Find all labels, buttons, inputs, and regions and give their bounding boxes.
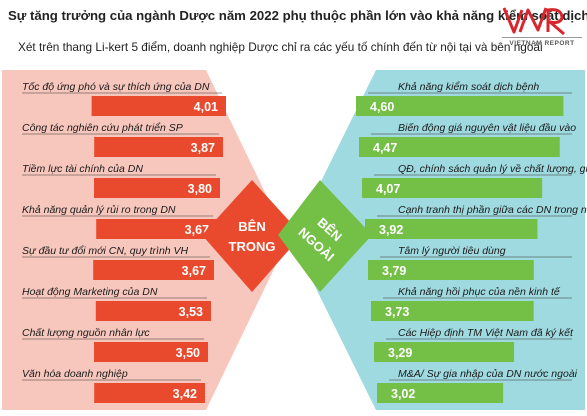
external-factor-label: Các Hiệp định TM Việt Nam đã ký kết (398, 327, 574, 339)
internal-factor-bar (94, 178, 220, 198)
external-factor-value: 3,79 (382, 264, 406, 278)
external-factor-bar (374, 342, 515, 362)
external-factor-bar (362, 178, 543, 198)
internal-factor-value: 3,67 (182, 264, 206, 278)
vietnam-report-logo: VIETNAM REPORT (502, 7, 582, 47)
external-factor-value: 4,60 (370, 100, 394, 114)
external-factor-bar (356, 96, 564, 116)
external-factor-bar (371, 301, 534, 321)
external-factor-value: 3,73 (385, 305, 409, 319)
svg-text:VIETNAM REPORT: VIETNAM REPORT (509, 40, 574, 47)
internal-factor-label: Tốc độ ứng phó và sự thích ứng của DN (22, 81, 210, 93)
external-factor-label: Khả năng kiểm soát dịch bệnh (398, 81, 539, 93)
page-title: Sự tăng trưởng của ngành Dược năm 2022 p… (8, 8, 587, 23)
internal-factor-bar (91, 96, 226, 116)
internal-factor-value: 3,87 (191, 141, 215, 155)
internal-factor-bar (93, 260, 214, 280)
internal-factor-bar (95, 301, 211, 321)
internal-center-label-line1: BÊN (238, 219, 265, 234)
internal-factor-bar (94, 137, 223, 157)
internal-factor-value: 3,50 (176, 346, 200, 360)
internal-factor-label: Chất lượng nguồn nhân lực (22, 327, 150, 339)
page-subtitle: Xét trên thang Li-kert 5 điểm, doanh ngh… (18, 40, 543, 54)
internal-factor-label: Sự đầu tư đổi mới CN, quy trình VH (22, 245, 189, 257)
external-factor-value: 3,29 (388, 346, 412, 360)
internal-center-label-line2: TRONG (229, 239, 276, 254)
internal-factor-value: 4,01 (194, 100, 218, 114)
external-factor-label: Cạnh tranh thị phần giữa các DN trong nư… (398, 204, 587, 216)
external-factor-bar (359, 137, 560, 157)
external-factor-label: Khả năng hồi phục của nền kinh tế (398, 286, 561, 298)
external-factor-value: 3,92 (379, 223, 403, 237)
internal-factor-label: Hoạt động Marketing của DN (22, 286, 158, 298)
external-factor-label: Tâm lý người tiêu dùng (398, 245, 506, 257)
internal-factor-label: Công tác nghiên cứu phát triển SP (22, 122, 183, 134)
external-factor-value: 3,02 (391, 387, 415, 401)
internal-factor-label: Văn hóa doanh nghiệp (22, 368, 128, 380)
internal-factor-value: 3,53 (179, 305, 203, 319)
external-factor-bar (365, 219, 538, 239)
internal-factor-bar (94, 342, 208, 362)
external-factor-bar (368, 260, 534, 280)
internal-factor-value: 3,67 (185, 223, 209, 237)
external-center-diamond (278, 180, 372, 292)
internal-factor-label: Tiềm lực tài chính của DN (22, 163, 143, 175)
external-factor-bar (377, 383, 504, 403)
internal-factor-value: 3,42 (173, 387, 197, 401)
internal-factor-bar (94, 383, 205, 403)
external-factor-label: Biến động giá nguyên vật liệu đầu vào (398, 122, 576, 134)
internal-factor-label: Khả năng quản lý rủi ro trong DN (22, 204, 176, 216)
external-factor-label: QĐ, chính sách quản lý về chất lượng, gi… (398, 163, 587, 175)
external-factor-value: 4,07 (376, 182, 400, 196)
external-factor-value: 4,47 (373, 141, 397, 155)
internal-center-diamond (202, 180, 302, 292)
external-factor-label: M&A/ Sự gia nhập của DN nước ngoài (398, 368, 578, 380)
internal-factor-value: 3,80 (188, 182, 212, 196)
internal-factor-bar (96, 219, 217, 239)
